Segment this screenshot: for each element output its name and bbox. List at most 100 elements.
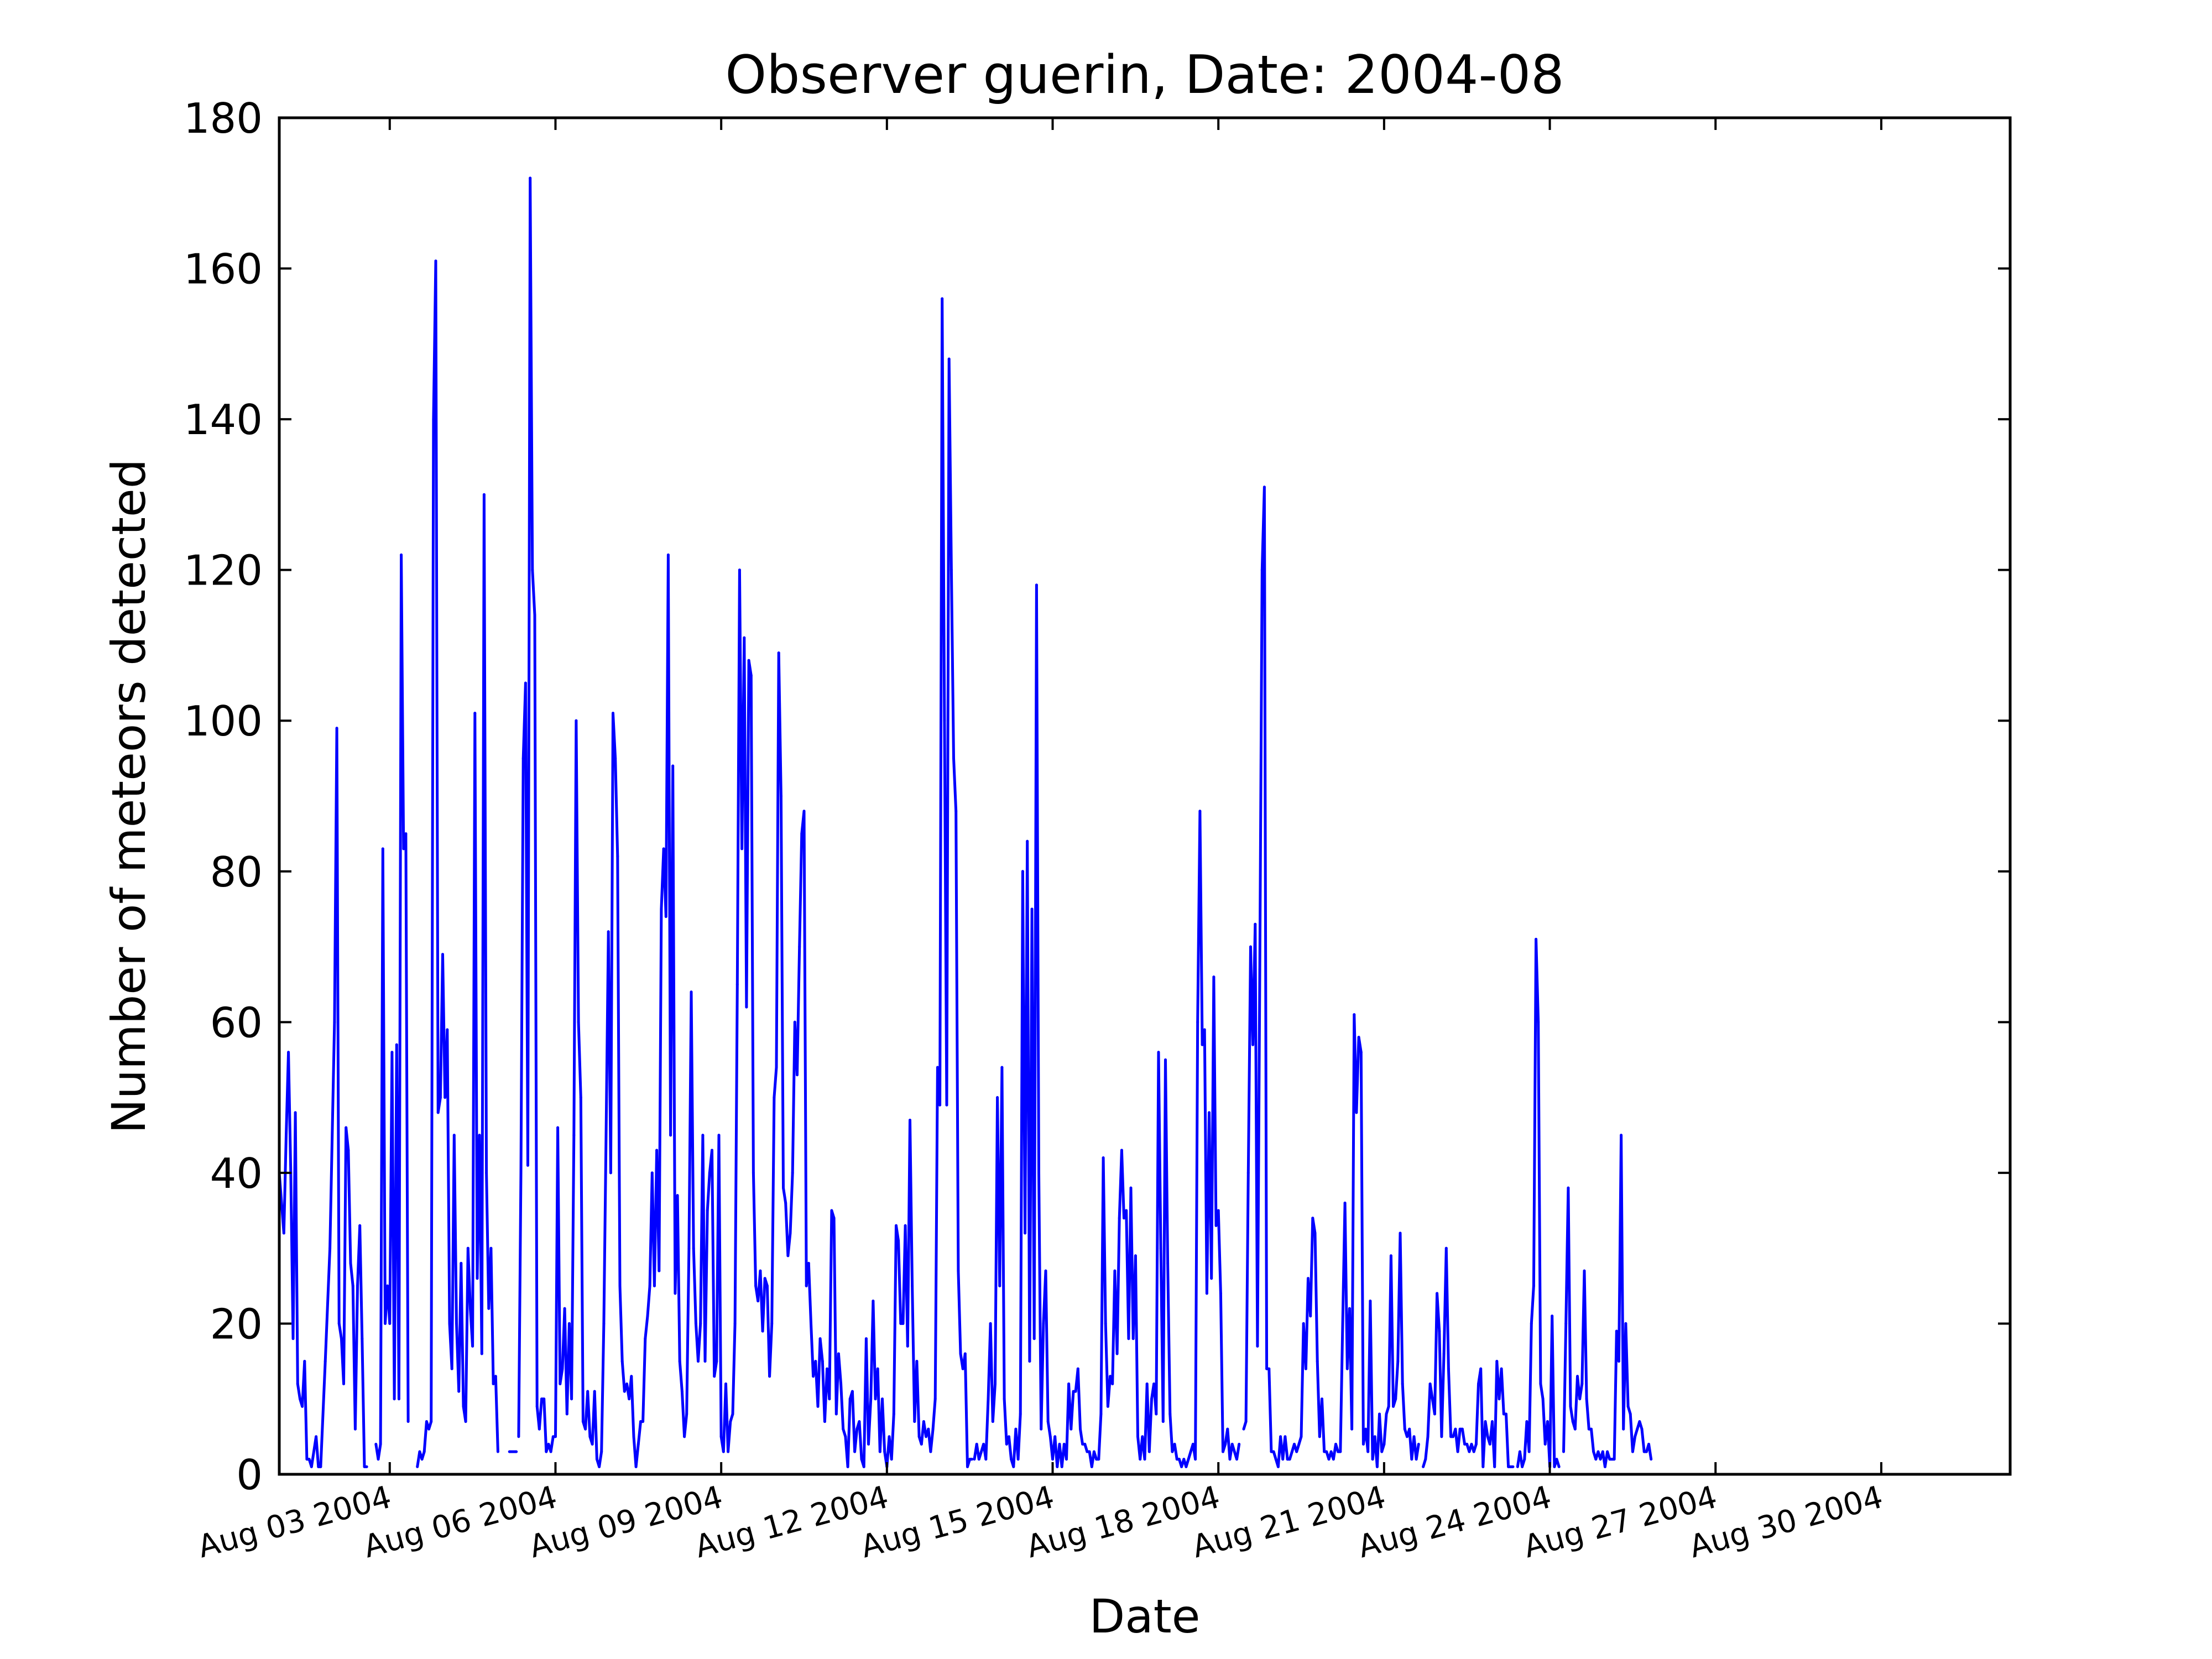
data-point bbox=[920, 1443, 923, 1446]
data-point bbox=[577, 1020, 580, 1024]
data-point bbox=[1262, 486, 1266, 489]
data-point bbox=[1468, 1450, 1471, 1453]
data-point bbox=[1481, 1465, 1485, 1468]
data-point bbox=[1035, 583, 1038, 587]
x-axis-label: Date bbox=[1089, 1589, 1201, 1644]
data-point bbox=[784, 1201, 787, 1204]
data-point bbox=[1136, 1435, 1139, 1438]
data-point bbox=[729, 1420, 732, 1423]
data-point bbox=[556, 1126, 560, 1129]
data-point bbox=[637, 1443, 640, 1446]
data-point bbox=[793, 1020, 796, 1024]
data-point bbox=[1070, 1427, 1073, 1431]
data-point bbox=[420, 1458, 424, 1461]
data-point bbox=[1260, 568, 1264, 572]
data-point bbox=[706, 1209, 709, 1212]
data-point bbox=[773, 1096, 776, 1099]
data-point bbox=[1339, 1450, 1342, 1453]
data-point bbox=[1361, 1443, 1365, 1446]
data-point bbox=[1539, 1383, 1542, 1385]
data-point bbox=[1097, 1458, 1100, 1461]
data-point bbox=[358, 1224, 362, 1227]
data-point bbox=[1323, 1450, 1326, 1453]
data-point bbox=[607, 930, 610, 933]
data-point bbox=[1357, 1036, 1360, 1039]
data-point bbox=[989, 1322, 992, 1325]
data-point bbox=[584, 1427, 587, 1431]
data-point bbox=[757, 1300, 760, 1303]
data-point bbox=[328, 1246, 332, 1250]
data-point bbox=[664, 915, 667, 918]
data-point bbox=[1355, 1111, 1358, 1114]
data-point bbox=[680, 1390, 684, 1393]
data-point bbox=[1113, 1269, 1117, 1272]
data-point bbox=[713, 1375, 716, 1378]
data-point bbox=[998, 1284, 1001, 1287]
data-point bbox=[872, 1300, 875, 1303]
data-point bbox=[1477, 1383, 1480, 1385]
data-point bbox=[1177, 1458, 1181, 1461]
data-point bbox=[1601, 1450, 1604, 1453]
data-point bbox=[1120, 1149, 1123, 1152]
data-point bbox=[1509, 1465, 1512, 1468]
data-point bbox=[1044, 1269, 1047, 1272]
data-point bbox=[386, 1284, 389, 1287]
data-point bbox=[547, 1443, 550, 1446]
data-point bbox=[869, 1397, 873, 1401]
data-point bbox=[1189, 1450, 1192, 1453]
data-point bbox=[1265, 1367, 1269, 1370]
data-point bbox=[752, 1171, 755, 1175]
data-point bbox=[422, 1450, 426, 1453]
data-point bbox=[798, 945, 801, 948]
data-point bbox=[1334, 1443, 1337, 1446]
y-tick-label: 80 bbox=[210, 848, 263, 896]
data-point bbox=[1449, 1435, 1453, 1438]
data-point bbox=[455, 1322, 458, 1325]
data-point bbox=[743, 636, 746, 639]
data-point bbox=[846, 1465, 849, 1468]
data-point bbox=[1042, 1322, 1045, 1325]
data-point bbox=[353, 1427, 357, 1431]
data-point bbox=[796, 1073, 799, 1077]
data-point bbox=[703, 1360, 707, 1363]
data-point bbox=[768, 1375, 771, 1378]
data-point bbox=[310, 1465, 313, 1468]
data-point bbox=[1161, 1420, 1165, 1423]
data-point bbox=[1576, 1375, 1579, 1378]
data-point bbox=[662, 847, 665, 851]
data-point bbox=[1131, 1337, 1135, 1340]
y-tick-label: 60 bbox=[210, 998, 263, 1047]
data-point bbox=[961, 1367, 964, 1370]
data-point bbox=[839, 1383, 843, 1385]
data-point bbox=[1626, 1405, 1630, 1408]
data-point bbox=[469, 1307, 472, 1310]
data-point bbox=[674, 1292, 677, 1295]
series-line-segment bbox=[973, 583, 1241, 1468]
data-point bbox=[588, 1435, 592, 1438]
data-point bbox=[365, 1465, 368, 1468]
data-point bbox=[1442, 1352, 1446, 1355]
data-point bbox=[1106, 1405, 1109, 1408]
data-point bbox=[899, 1322, 902, 1325]
data-point bbox=[464, 1420, 467, 1423]
data-point bbox=[1580, 1383, 1584, 1385]
series-line-segment bbox=[1422, 1246, 1513, 1468]
y-tick-label: 40 bbox=[210, 1149, 263, 1198]
data-point bbox=[1270, 1450, 1273, 1453]
data-point bbox=[519, 1171, 523, 1175]
data-point bbox=[444, 1096, 447, 1099]
data-point bbox=[853, 1450, 857, 1453]
data-point bbox=[623, 1390, 626, 1393]
data-point bbox=[1634, 1435, 1637, 1438]
data-point bbox=[1281, 1458, 1285, 1461]
data-point bbox=[648, 1284, 651, 1287]
data-point bbox=[1191, 1443, 1194, 1446]
data-point bbox=[602, 1322, 606, 1325]
data-point bbox=[1631, 1450, 1634, 1453]
data-point bbox=[600, 1450, 603, 1453]
data-point bbox=[604, 1134, 608, 1137]
data-point bbox=[897, 1239, 900, 1242]
data-point bbox=[1076, 1367, 1079, 1370]
data-point bbox=[565, 1412, 568, 1416]
data-point bbox=[305, 1458, 309, 1461]
